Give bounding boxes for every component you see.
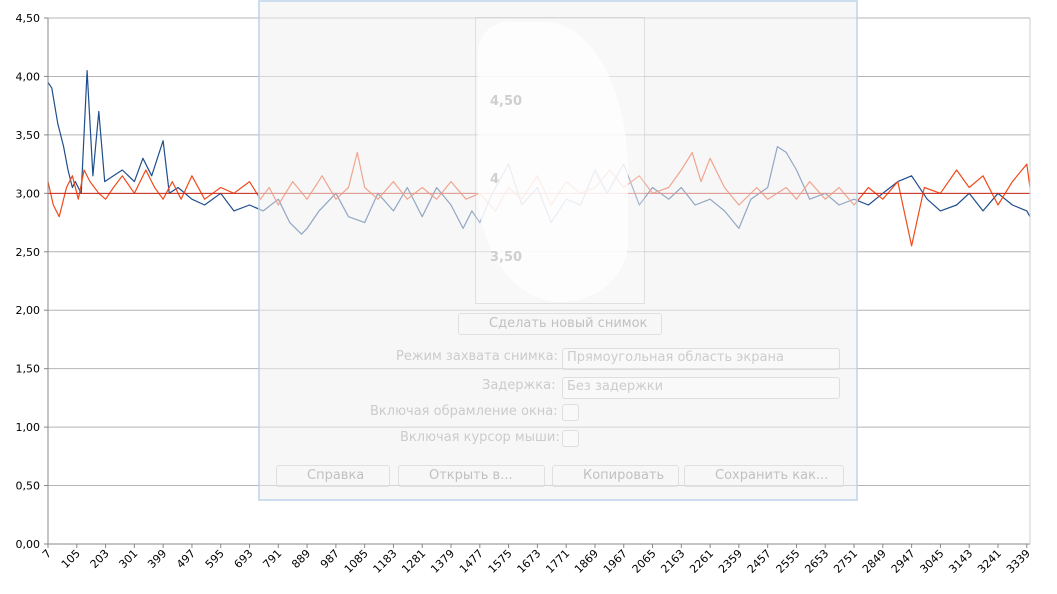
x-tick-label: 203 [88,547,112,571]
x-tick-label: 1477 [457,547,486,576]
y-tick-label: 4,50 [16,12,41,25]
x-tick-label: 2947 [889,547,918,576]
x-tick-label: 1967 [601,547,630,576]
x-tick-label: 1085 [342,547,371,576]
y-tick-label: 1,50 [16,363,41,376]
x-tick-label: 987 [318,547,342,571]
series-line-1 [47,69,1031,235]
x-tick-label: 497 [174,547,198,571]
y-tick-label: 3,50 [16,129,41,142]
x-tick-label: 2359 [716,547,745,576]
y-tick-label: 0,00 [16,538,41,551]
x-tick-label: 3339 [1004,547,1033,576]
y-tick-label: 0,50 [16,480,41,493]
x-tick-label: 2457 [745,547,774,576]
y-tick-label: 2,00 [16,304,41,317]
x-tick-label: 3241 [975,547,1004,576]
y-tick-label: 4,00 [16,70,41,83]
x-tick-label: 2653 [802,547,831,576]
x-tick-label: 2555 [774,547,803,576]
x-tick-label: 2849 [860,547,889,576]
x-tick-label: 399 [145,547,169,571]
chart-grid [48,17,1030,545]
x-tick-label: 2751 [831,547,860,576]
x-tick-label: 7 [40,547,54,561]
x-tick-label: 1575 [486,547,515,576]
y-tick-label: 1,00 [16,421,41,434]
x-tick-label: 1183 [371,547,400,576]
series-line-2 [47,151,1031,247]
y-axis-ticks: 0,00 0,50 1,00 1,50 2,00 2,50 3,00 3,50 4,00 4,50 [16,12,48,551]
x-tick-label: 595 [203,547,227,571]
x-tick-label: 2261 [687,547,716,576]
x-tick-label: 105 [59,547,83,571]
x-tick-label: 693 [232,547,256,571]
x-tick-label: 3143 [946,547,975,576]
x-tick-label: 889 [289,547,313,571]
x-tick-label: 1673 [515,547,544,576]
x-tick-label: 301 [116,547,140,571]
x-tick-label: 2065 [630,547,659,576]
x-tick-label: 1869 [572,547,601,576]
x-tick-label: 3045 [918,547,947,576]
x-axis-ticks: 7 105 203 301 399 497 595 693 791 889 987 1085 1183 1… [40,544,1033,576]
chart-axes [47,18,1031,545]
x-tick-label: 2163 [658,547,687,576]
y-tick-label: 2,50 [16,246,41,259]
x-tick-label: 1379 [428,547,457,576]
x-tick-label: 1771 [543,547,572,576]
x-tick-label: 1281 [399,547,428,576]
x-tick-label: 791 [260,547,284,571]
y-tick-label: 3,00 [16,187,41,200]
chart-series [47,69,1031,247]
